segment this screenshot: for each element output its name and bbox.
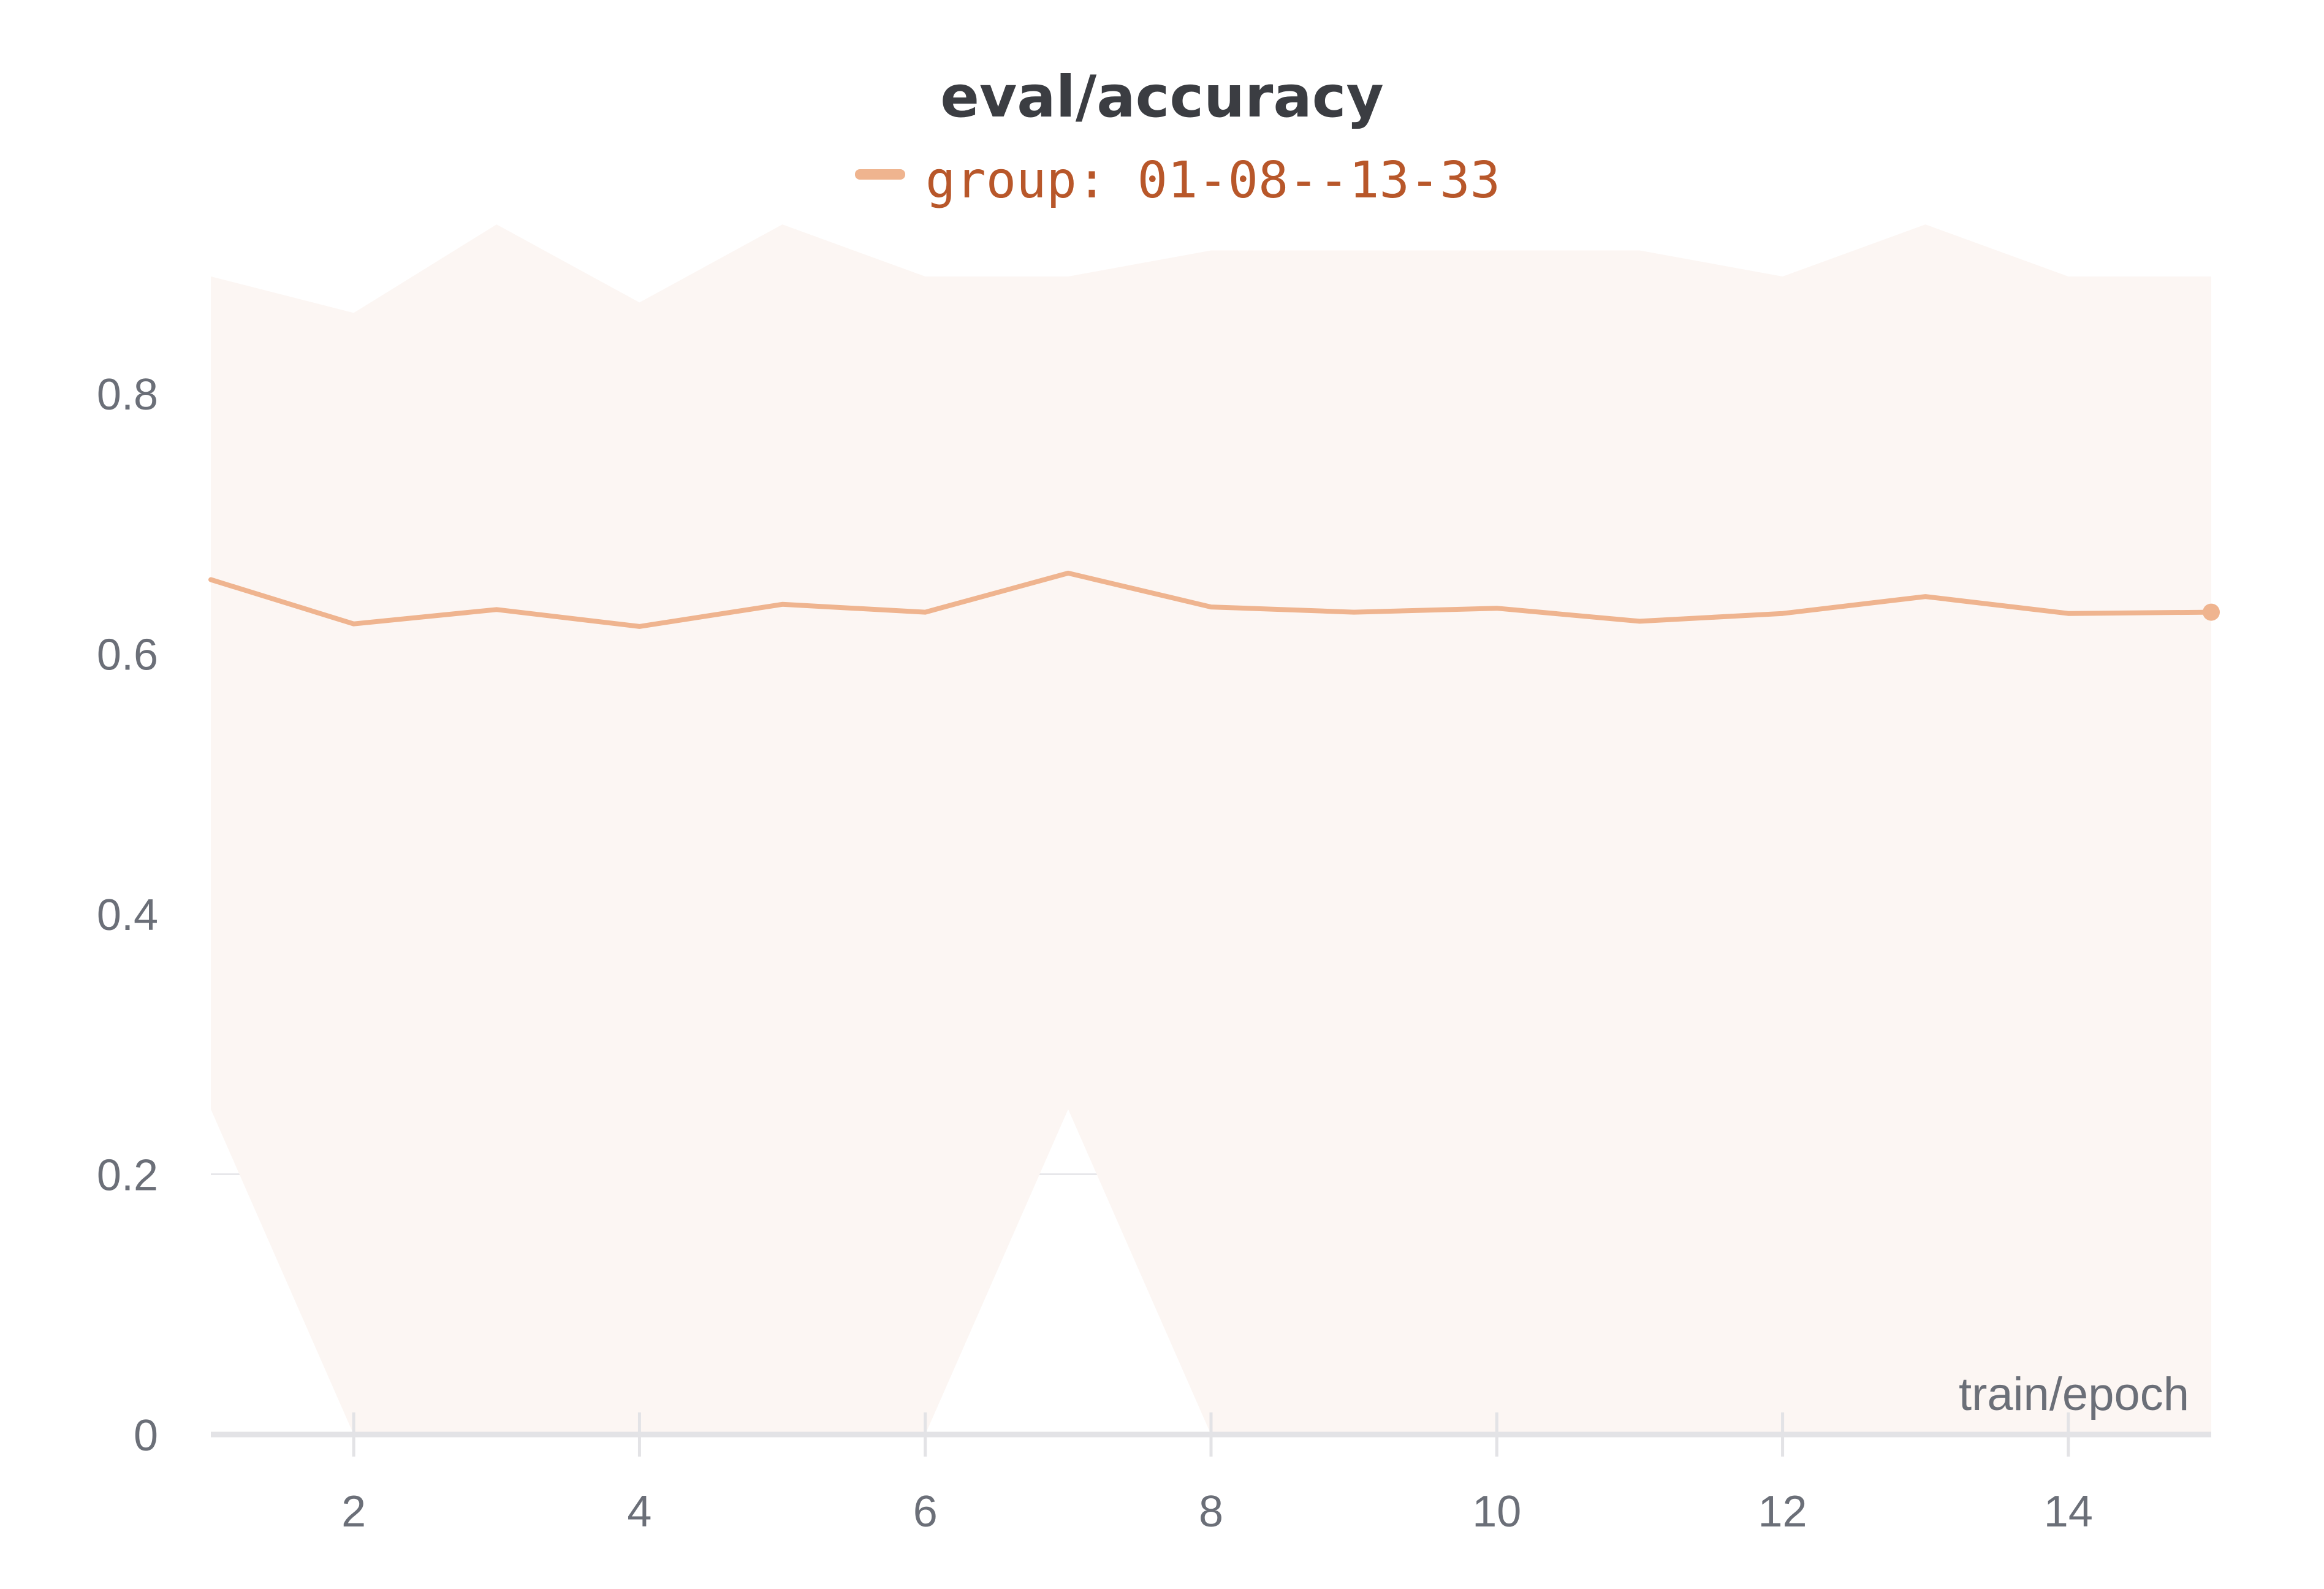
axes: 0 0.2 0.4 0.6 0.8 2 4 6 8 10 12 14 — [97, 370, 2211, 1536]
legend[interactable]: group: 01-08--13-33 — [855, 151, 1500, 210]
y-tick-label: 0.4 — [97, 891, 158, 940]
y-tick-label: 0.2 — [97, 1151, 158, 1200]
x-tick-label: 14 — [2044, 1487, 2093, 1536]
series-line[interactable] — [208, 570, 2214, 629]
series-band — [211, 224, 2211, 1435]
series-end-point[interactable] — [2203, 603, 2220, 621]
x-axis-label: train/epoch — [1959, 1368, 2189, 1420]
x-tick-label: 2 — [341, 1487, 366, 1536]
x-tick-label: 10 — [1472, 1487, 1521, 1536]
plot-area[interactable] — [205, 224, 2220, 1435]
x-tick-label: 6 — [913, 1487, 938, 1536]
chart-title: eval/accuracy — [940, 64, 1384, 131]
y-tick-label: 0 — [134, 1411, 158, 1460]
x-tick-label: 4 — [627, 1487, 651, 1536]
y-tick-label: 0.8 — [97, 370, 158, 419]
y-tick-label: 0.6 — [97, 631, 158, 680]
x-tick-label: 8 — [1199, 1487, 1223, 1536]
legend-swatch — [855, 169, 905, 180]
x-tick-label: 12 — [1758, 1487, 1807, 1536]
legend-label: group: 01-08--13-33 — [925, 151, 1500, 210]
